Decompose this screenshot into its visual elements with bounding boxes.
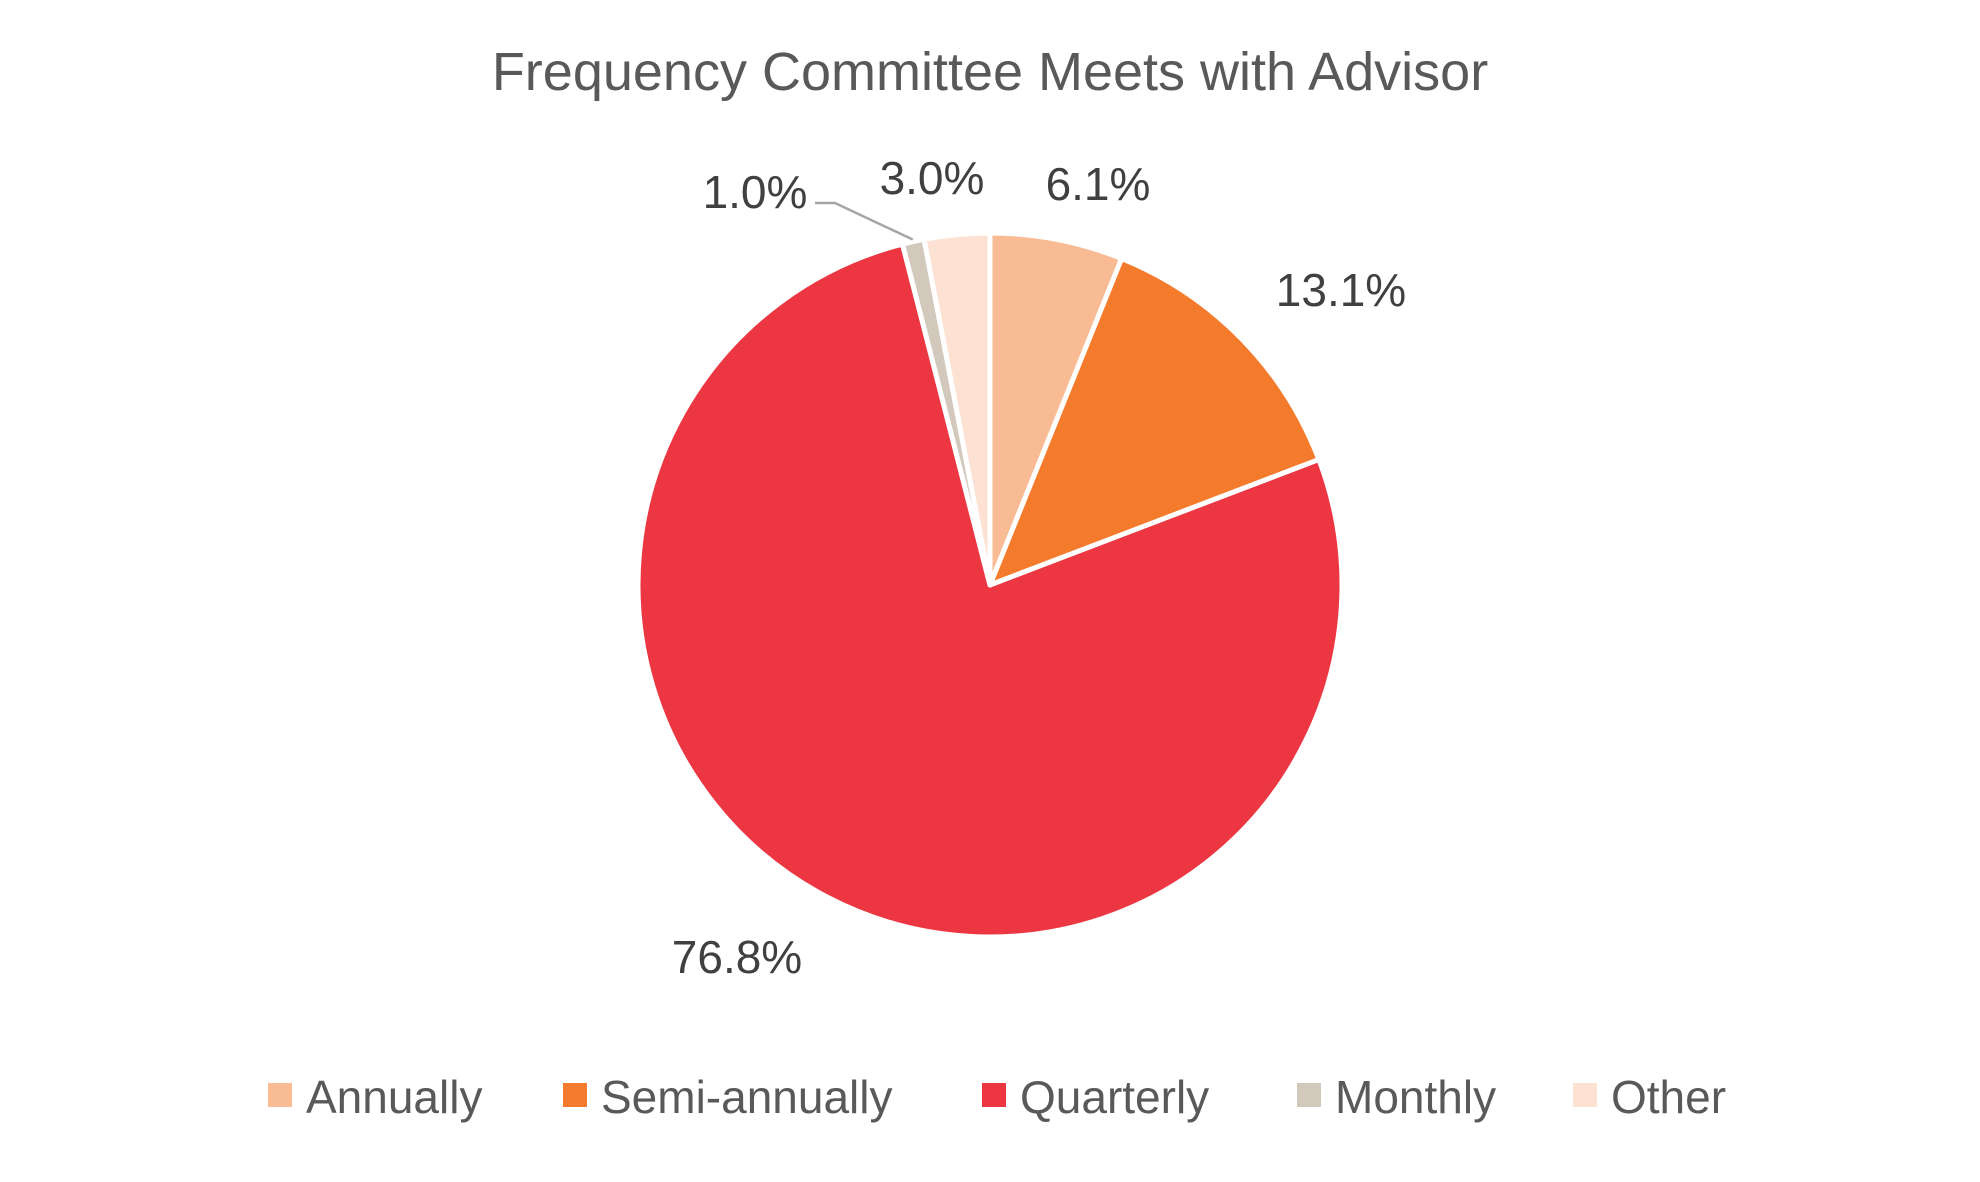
pie-slice-quarterly: [635, 241, 1345, 940]
legend-swatch-annually: [268, 1083, 292, 1107]
legend-item-quarterly: Quarterly: [982, 1071, 1209, 1123]
legend-swatch-semi-annually: [563, 1083, 587, 1107]
legend-label-semi-annually: Semi-annually: [601, 1071, 892, 1123]
data-labels: 6.1% 13.1% 76.8% 1.0% 3.0%: [672, 152, 1406, 983]
legend-label-monthly: Monthly: [1335, 1071, 1496, 1123]
legend-swatch-monthly: [1297, 1083, 1321, 1107]
data-label-monthly: 1.0%: [703, 166, 808, 218]
legend-item-annually: Annually: [268, 1071, 482, 1123]
data-label-other: 3.0%: [880, 152, 985, 204]
legend-swatch-quarterly: [982, 1083, 1006, 1107]
leader-lines: [815, 201, 914, 241]
legend-label-quarterly: Quarterly: [1020, 1071, 1209, 1123]
legend-label-other: Other: [1611, 1071, 1726, 1123]
legend-item-other: Other: [1573, 1071, 1726, 1123]
legend-label-annually: Annually: [306, 1071, 482, 1123]
data-label-semi-annually: 13.1%: [1276, 264, 1406, 316]
legend-item-monthly: Monthly: [1297, 1071, 1496, 1123]
legend-item-semi-annually: Semi-annually: [563, 1071, 892, 1123]
data-label-quarterly: 76.8%: [672, 931, 802, 983]
chart-title: Frequency Committee Meets with Advisor: [492, 42, 1488, 102]
legend: Annually Semi-annually Quarterly Monthly Oth…: [268, 1071, 1726, 1123]
legend-swatch-other: [1573, 1083, 1597, 1107]
data-label-annually: 6.1%: [1046, 158, 1151, 210]
pie-slice-other: [921, 230, 993, 588]
pie-slice-semi-annually: [987, 256, 1322, 588]
pie-slices: [635, 230, 1345, 940]
leader-line-monthly: [815, 201, 914, 241]
